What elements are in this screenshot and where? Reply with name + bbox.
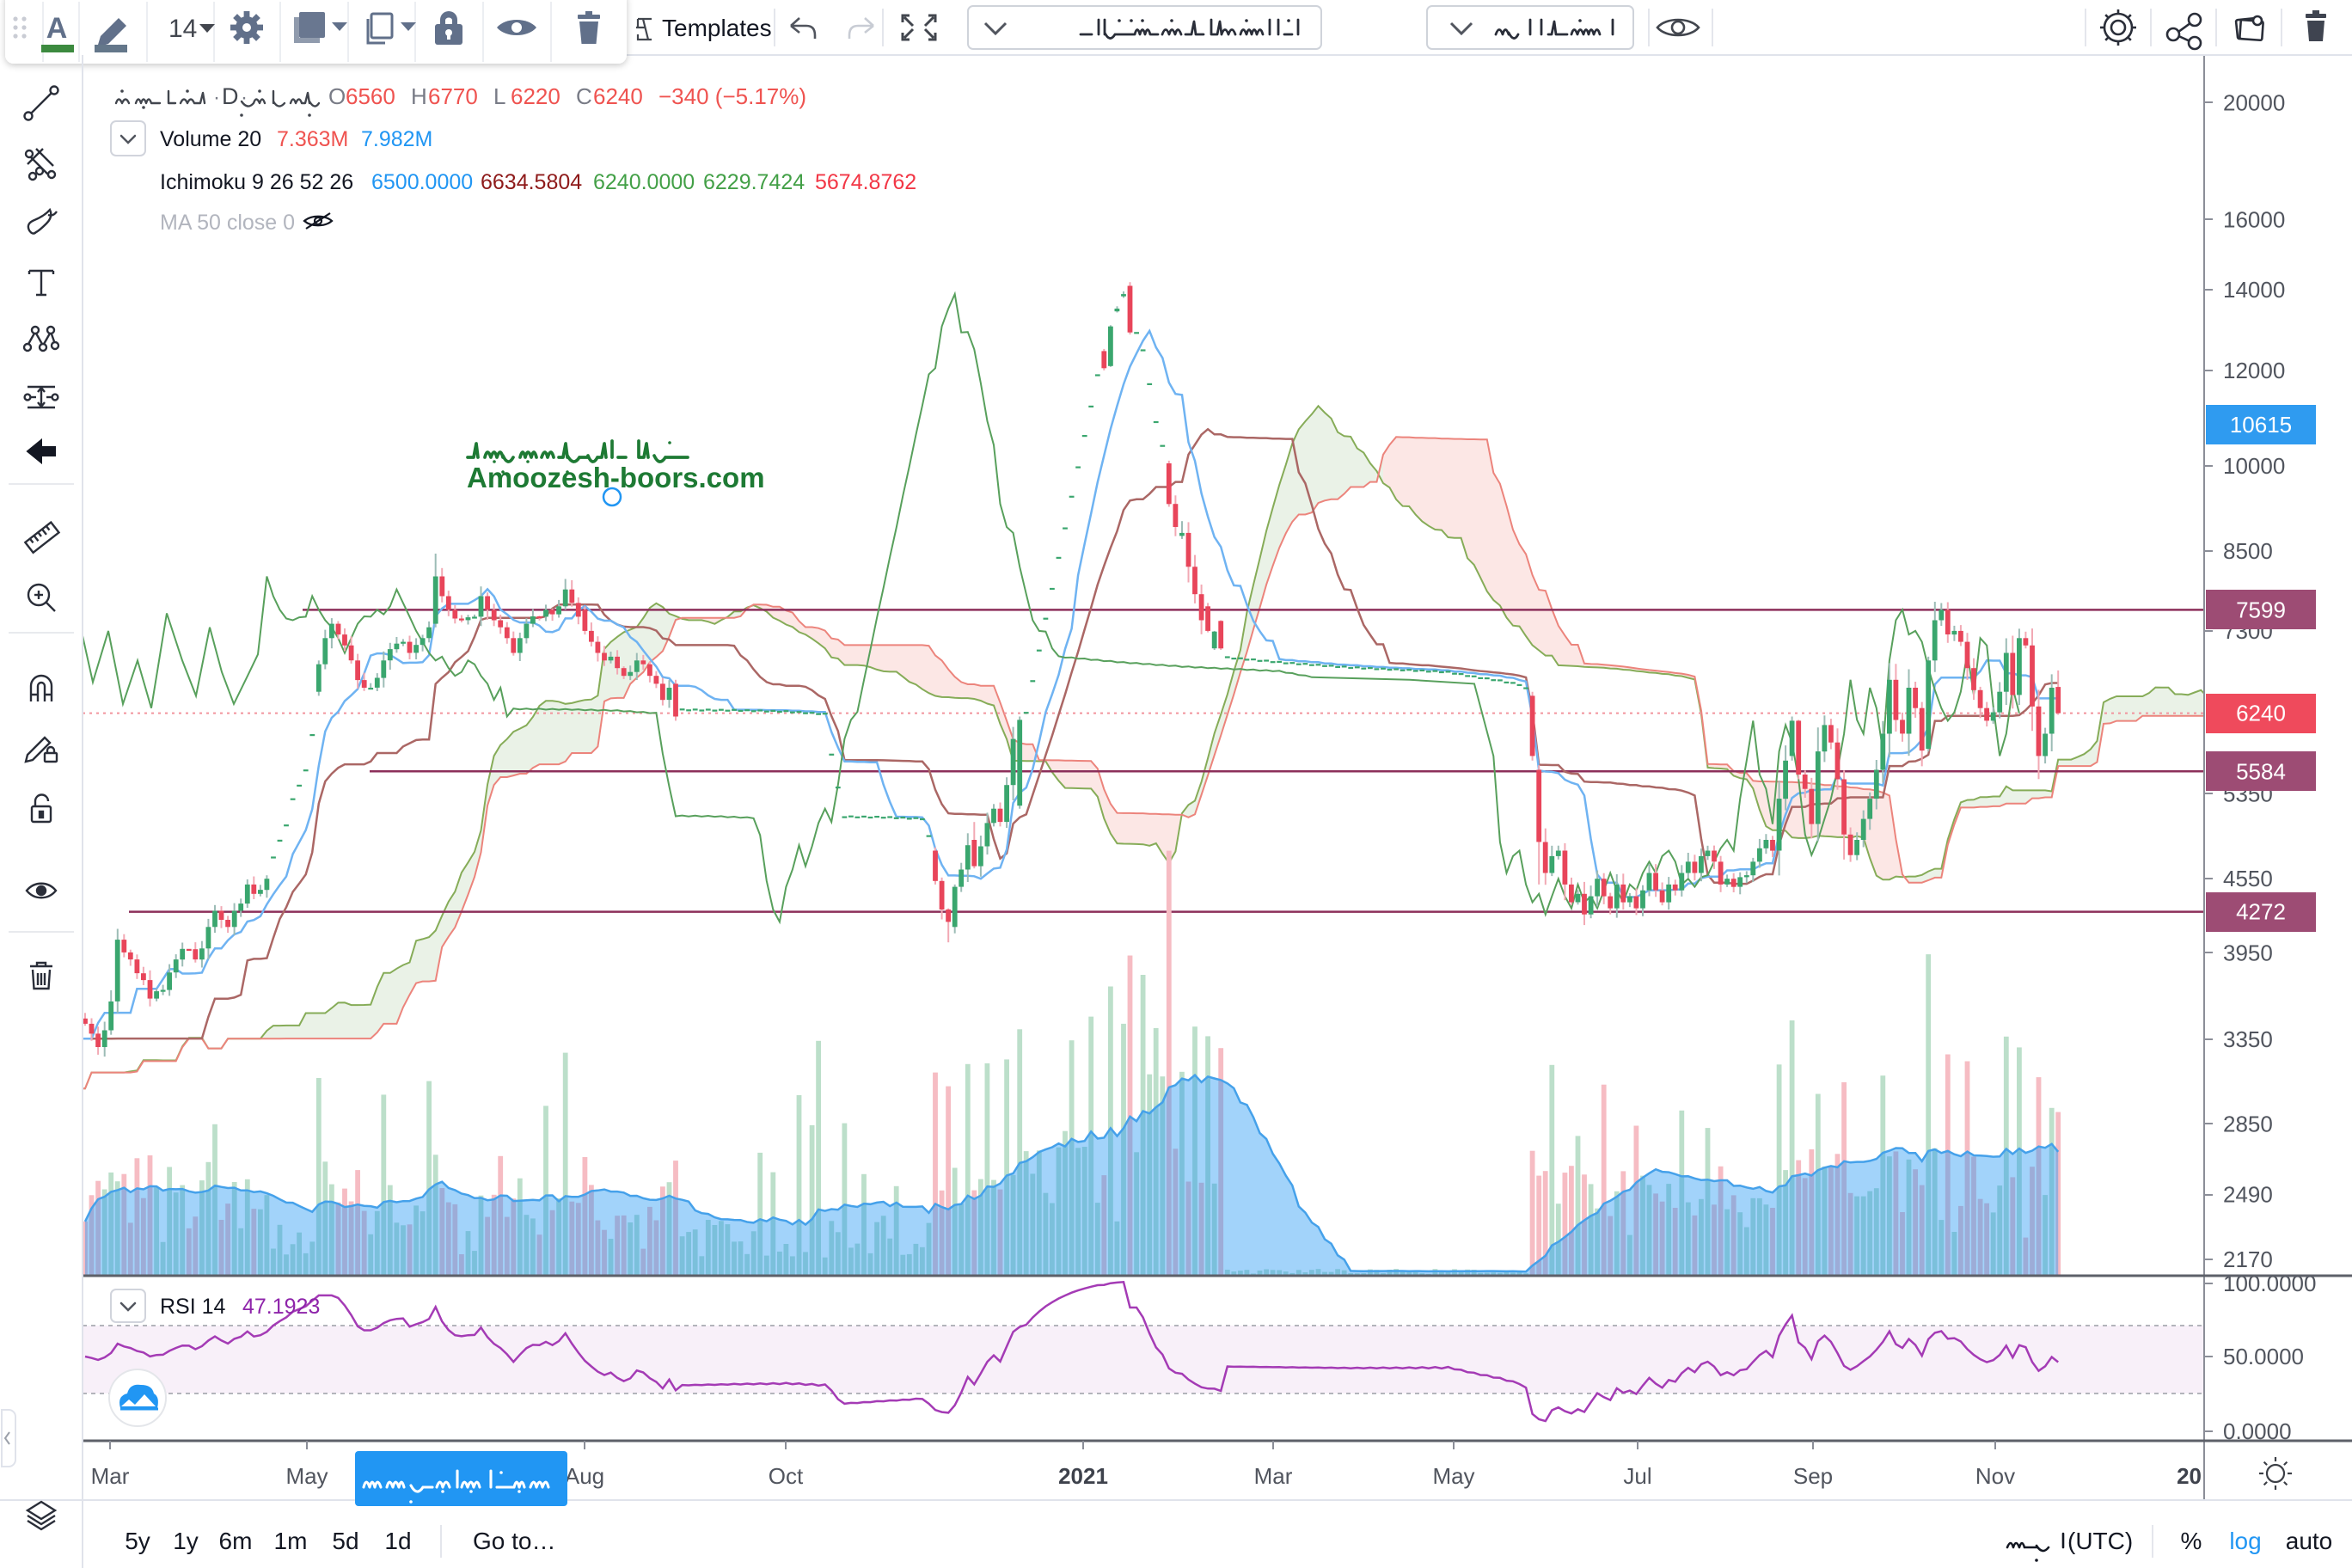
svg-text:6220: 6220 [511,83,560,109]
svg-text:6500.0000: 6500.0000 [371,170,473,194]
svg-text:Nov: Nov [1975,1463,2015,1489]
svg-text:6634.5804: 6634.5804 [481,170,582,194]
svg-text:Templates: Templates [662,15,772,41]
svg-text:6770: 6770 [428,83,478,109]
svg-text:Sep: Sep [1793,1463,1833,1489]
svg-text:·: · [241,86,248,109]
svg-text:8500: 8500 [2223,538,2273,564]
svg-text:−340 (−5.17%): −340 (−5.17%) [658,83,806,109]
svg-text:10615: 10615 [2230,412,2292,438]
svg-text:2490: 2490 [2223,1182,2273,1208]
svg-text:D: D [222,83,239,109]
svg-text:6240.0000: 6240.0000 [593,170,695,194]
svg-text:1y: 1y [173,1528,199,1554]
svg-text:5584: 5584 [2236,758,2286,784]
svg-text:Oct: Oct [769,1463,804,1489]
svg-text:(UTC): (UTC) [2067,1528,2133,1554]
svg-text:auto: auto [2286,1528,2333,1554]
svg-text:Ichimoku 9 26 52 26: Ichimoku 9 26 52 26 [160,170,353,194]
svg-text:Go to…: Go to… [473,1528,555,1554]
svg-text:1m: 1m [274,1528,308,1554]
svg-text:5d: 5d [332,1528,358,1554]
svg-text:Jul: Jul [1623,1463,1651,1489]
svg-text:3950: 3950 [2223,940,2273,965]
svg-text:14: 14 [168,15,197,43]
svg-text:3350: 3350 [2223,1026,2273,1052]
svg-text:6240: 6240 [593,83,643,109]
svg-text:6560: 6560 [346,83,395,109]
svg-text:7.982M: 7.982M [361,127,432,151]
svg-text:May: May [1432,1463,1474,1489]
svg-text:4550: 4550 [2223,866,2273,891]
svg-text:50.0000: 50.0000 [2223,1344,2304,1369]
svg-text:MA 50 close 0: MA 50 close 0 [160,211,295,235]
svg-text:RSI 14: RSI 14 [160,1295,226,1319]
svg-text:Aug: Aug [565,1463,604,1489]
svg-text:47.1923: 47.1923 [242,1295,320,1319]
svg-text:16000: 16000 [2223,206,2285,232]
svg-text:2021: 2021 [1058,1463,1108,1489]
svg-text:20: 20 [2177,1463,2202,1489]
svg-text:6229.7424: 6229.7424 [703,170,805,194]
svg-text:7599: 7599 [2236,597,2286,622]
svg-text:5674.8762: 5674.8762 [815,170,916,194]
svg-text:Volume 20: Volume 20 [160,127,261,151]
svg-text:4272: 4272 [2236,899,2286,925]
svg-text:A: A [46,12,68,45]
svg-text:7.363M: 7.363M [277,127,348,151]
svg-text:H: H [411,83,427,109]
svg-text:20000: 20000 [2223,89,2285,115]
svg-text:C: C [576,83,592,109]
svg-text:2170: 2170 [2223,1246,2273,1272]
svg-text:Mar: Mar [91,1463,130,1489]
svg-text:·: · [213,86,220,109]
svg-text:6240: 6240 [2236,701,2286,726]
svg-text:1d: 1d [384,1528,411,1554]
svg-text:12000: 12000 [2223,358,2285,383]
svg-text:O: O [328,83,346,109]
svg-text:2850: 2850 [2223,1111,2273,1136]
svg-text:6m: 6m [219,1528,253,1554]
svg-text:14000: 14000 [2223,277,2285,303]
svg-text:L: L [493,83,505,109]
svg-text:10000: 10000 [2223,453,2285,479]
svg-text:log: log [2229,1528,2261,1554]
svg-text:Mar: Mar [1254,1463,1293,1489]
svg-text:%: % [2181,1528,2202,1554]
svg-text:May: May [285,1463,328,1489]
svg-text:5y: 5y [125,1528,150,1554]
